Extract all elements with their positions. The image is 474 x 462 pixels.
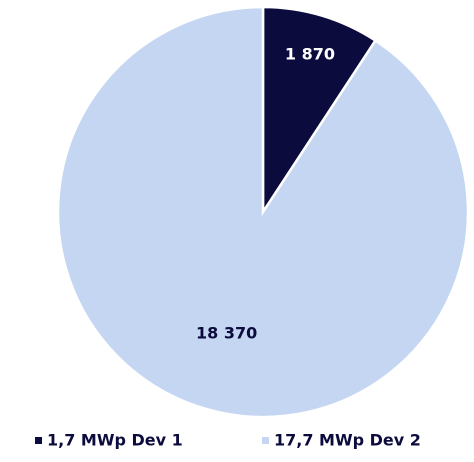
data-label: 18 370 [196,323,257,342]
legend-swatch [35,437,42,444]
pie-slice [56,5,470,419]
pie-slice [261,5,378,217]
legend-swatch [262,437,269,444]
legend-label: 17,7 MWp Dev 2 [274,431,421,450]
data-label: 1 870 [285,44,335,63]
legend-label: 1,7 MWp Dev 1 [47,431,183,450]
